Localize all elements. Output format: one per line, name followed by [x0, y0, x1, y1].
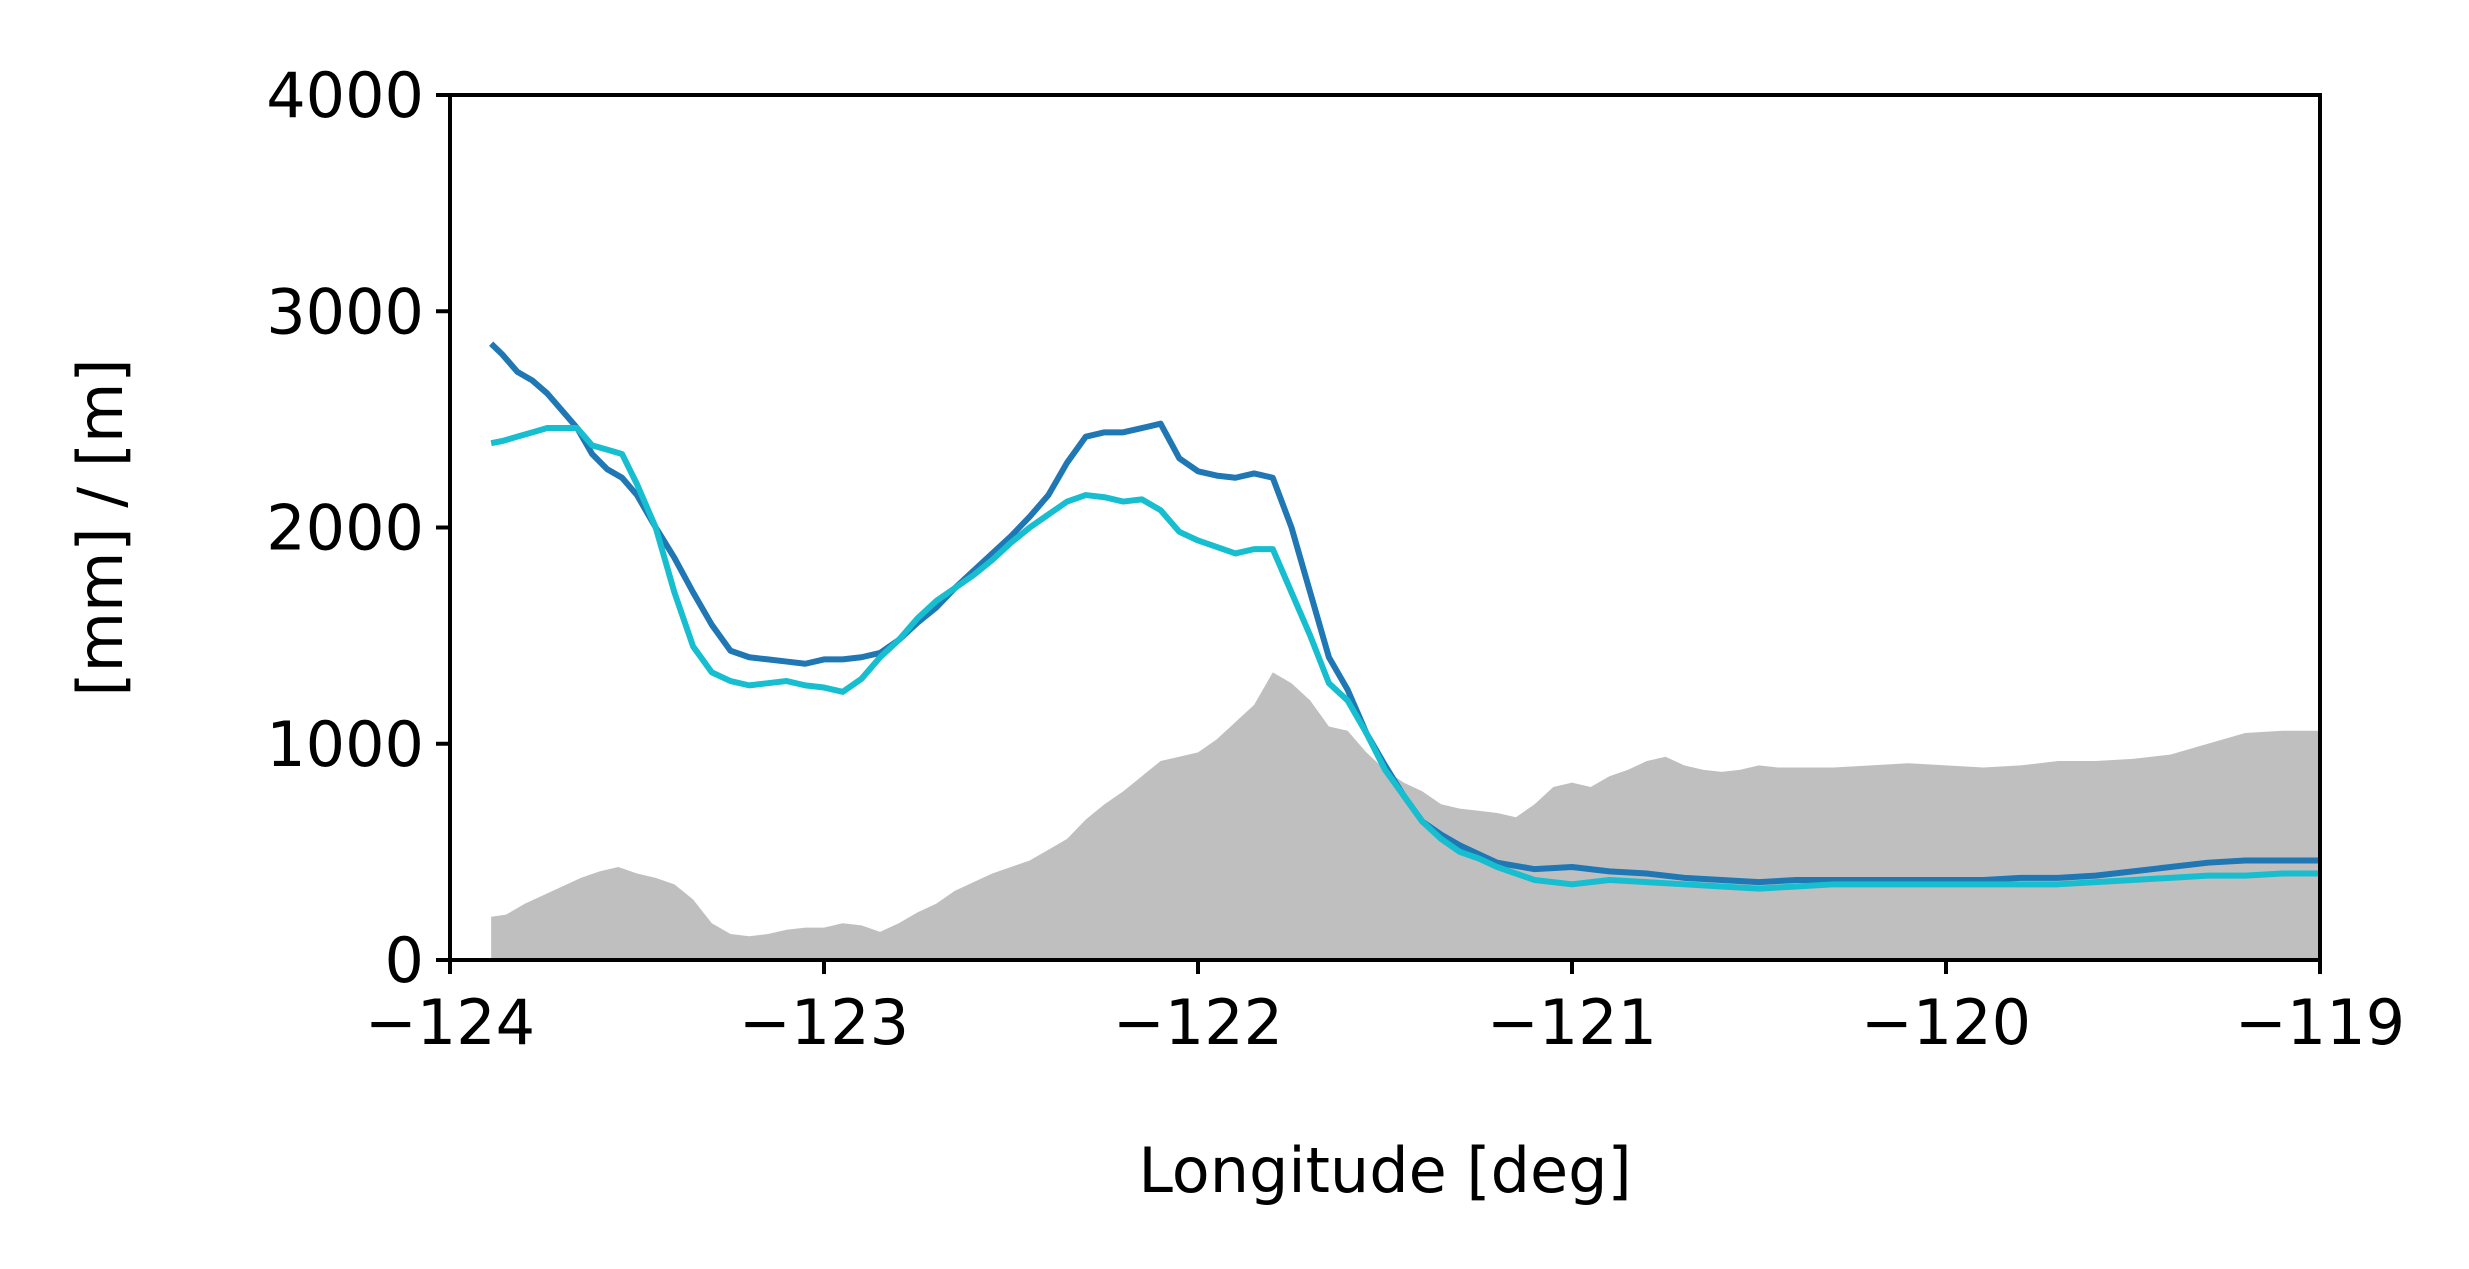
x-axis-ticks: −124 −123 −122 −121 −120 −119 [365, 960, 2405, 1059]
x-tick-label: −120 [1861, 986, 2031, 1059]
terrain-area [491, 672, 2320, 960]
x-tick-label: −124 [365, 986, 535, 1059]
y-tick-label: 1000 [266, 708, 424, 781]
series-lines-layer [489, 341, 2320, 892]
y-tick-label: 2000 [266, 492, 424, 565]
y-tick-label: 4000 [266, 59, 424, 132]
terrain-area-layer [491, 672, 2320, 960]
x-axis-label: Longitude [deg] [1138, 1134, 1631, 1207]
y-axis-ticks: 0 1000 2000 3000 4000 [266, 59, 450, 997]
series-line-cyan [490, 425, 2320, 892]
x-tick-label: −123 [739, 986, 909, 1059]
x-tick-label: −119 [2235, 986, 2405, 1059]
x-tick-label: −121 [1487, 986, 1657, 1059]
y-tick-label: 3000 [266, 275, 424, 348]
y-tick-label: 0 [385, 924, 424, 997]
x-tick-label: −122 [1113, 986, 1283, 1059]
series-line-dark-blue [489, 341, 2320, 886]
y-axis-label: [mm] / [m] [64, 358, 137, 696]
